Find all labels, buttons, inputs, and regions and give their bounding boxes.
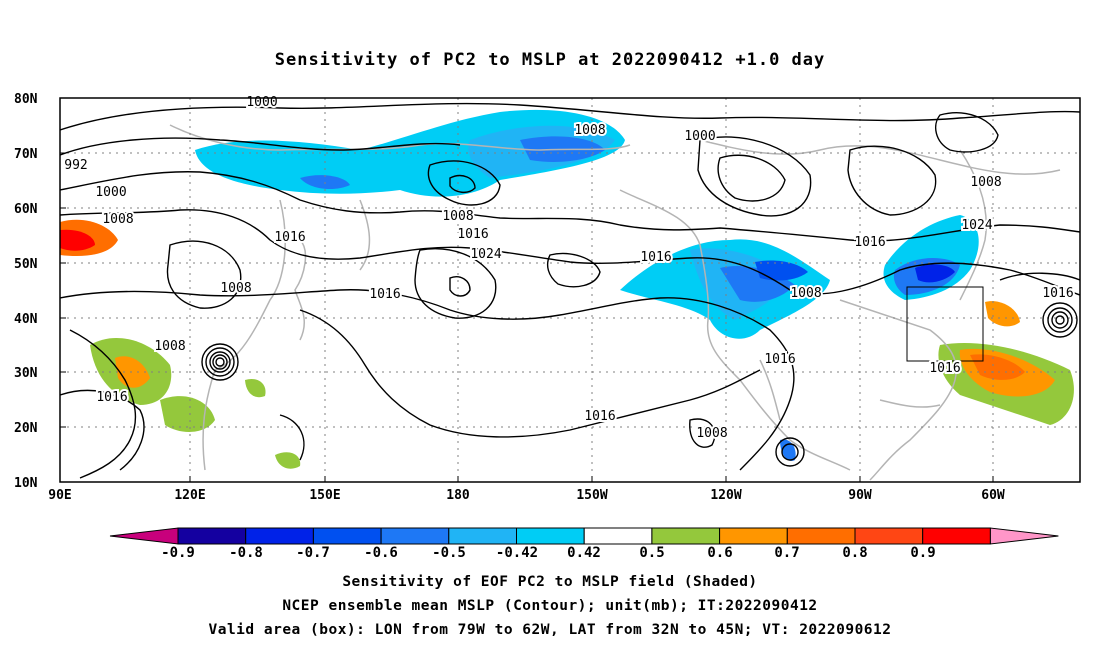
contour-label: 1016 bbox=[274, 230, 305, 245]
contour-label: 1008 bbox=[154, 339, 185, 354]
contour-label: 992 bbox=[64, 158, 87, 173]
contour-label: 1016 bbox=[764, 352, 795, 367]
lon-label: 180 bbox=[446, 488, 470, 503]
colorbar-tick-label: -0.9 bbox=[161, 545, 195, 561]
lon-label: 150W bbox=[576, 488, 607, 503]
lon-label: 90E bbox=[48, 488, 71, 503]
contour-label: 1016 bbox=[457, 227, 488, 242]
colorbar-swatch bbox=[786, 527, 856, 545]
coastlines bbox=[169, 124, 1061, 481]
colorbar-tick-label: 0.8 bbox=[842, 545, 867, 561]
contour-label: 1008 bbox=[442, 209, 473, 224]
contour-label: 1016 bbox=[369, 287, 400, 302]
contour-label: 1000 bbox=[95, 185, 126, 200]
lon-label: 120W bbox=[710, 488, 741, 503]
lat-label: 30N bbox=[14, 366, 38, 381]
contour-label: 1008 bbox=[102, 212, 133, 227]
colorbar-tick-label: -0.8 bbox=[229, 545, 263, 561]
lat-label: 10N bbox=[14, 476, 38, 491]
colorbar-tick-label: 0.6 bbox=[707, 545, 732, 561]
colorbar-swatch bbox=[448, 527, 517, 545]
contour-label: 1016 bbox=[96, 390, 127, 405]
colorbar-swatch bbox=[312, 527, 382, 545]
caption-line-2: NCEP ensemble mean MSLP (Contour); unit(… bbox=[282, 598, 818, 614]
map-title: Sensitivity of PC2 to MSLP at 2022090412… bbox=[274, 50, 826, 70]
lon-label: 60W bbox=[981, 488, 1005, 503]
latitude-labels: 80N 70N 60N 50N 40N 30N 20N 10N bbox=[14, 92, 38, 491]
colorbar-swatch bbox=[651, 527, 721, 545]
colorbar-tick-label: 0.9 bbox=[910, 545, 935, 561]
lat-label: 20N bbox=[14, 421, 38, 436]
lat-label: 70N bbox=[14, 147, 38, 162]
lat-label: 80N bbox=[14, 92, 38, 107]
contour-label: 1008 bbox=[790, 286, 821, 301]
caption-line-1: Sensitivity of EOF PC2 to MSLP field (Sh… bbox=[342, 574, 758, 590]
lon-label: 120E bbox=[174, 488, 205, 503]
contour-label: 1000 bbox=[684, 129, 715, 144]
contour-label: 1024 bbox=[961, 218, 992, 233]
colorbar-tick-label: -0.6 bbox=[364, 545, 398, 561]
colorbar-swatch bbox=[922, 527, 991, 545]
axis-ticks bbox=[60, 97, 994, 483]
contour-label: 1008 bbox=[574, 123, 605, 138]
caption-line-3: Valid area (box): LON from 79W to 62W, L… bbox=[208, 622, 892, 638]
colorbar-tick-label: -0.5 bbox=[432, 545, 466, 561]
contour-label: 1008 bbox=[696, 426, 727, 441]
colorbar-tick-label: 0.5 bbox=[639, 545, 664, 561]
valid-area-box bbox=[906, 286, 984, 362]
colorbar-swatch bbox=[583, 527, 653, 545]
colorbar-swatch bbox=[177, 527, 247, 545]
colorbar-labels: -0.9 -0.8 -0.7 -0.6 -0.5 -0.42 0.42 0.5 … bbox=[161, 545, 936, 561]
contour-label: 1016 bbox=[1042, 286, 1073, 301]
lon-label: 150E bbox=[309, 488, 340, 503]
contour-label: 1008 bbox=[970, 175, 1001, 190]
lon-label: 90W bbox=[848, 488, 872, 503]
lat-label: 40N bbox=[14, 312, 38, 327]
mslp-contours bbox=[60, 102, 1080, 479]
contour-label: 1016 bbox=[929, 361, 960, 376]
contour-label: 1016 bbox=[640, 250, 671, 265]
colorbar-swatch bbox=[719, 527, 788, 545]
colorbar-tick-label: 0.42 bbox=[567, 545, 601, 561]
colorbar-tick-label: -0.7 bbox=[296, 545, 330, 561]
colorbar-swatch bbox=[854, 527, 924, 545]
colorbar bbox=[109, 527, 1059, 545]
contour-label: 1024 bbox=[470, 247, 501, 262]
contour-label: 1016 bbox=[584, 409, 615, 424]
colorbar-tick-label: 0.7 bbox=[774, 545, 799, 561]
longitude-labels: 90E 120E 150E 180 150W 120W 90W 60W bbox=[48, 488, 1005, 503]
colorbar-swatch bbox=[245, 527, 314, 545]
colorbar-high-arrow bbox=[989, 527, 1059, 545]
lat-label: 60N bbox=[14, 202, 38, 217]
contour-label: 1016 bbox=[854, 235, 885, 250]
colorbar-swatch bbox=[516, 527, 585, 545]
sensitivity-shading bbox=[60, 109, 1074, 469]
colorbar-low-arrow bbox=[109, 527, 179, 545]
colorbar-tick-label: -0.42 bbox=[496, 545, 538, 561]
contour-label: 1008 bbox=[220, 281, 251, 296]
map-frame bbox=[59, 97, 1081, 483]
contour-labels: 1000 1000 992 1000 1008 1008 1008 1008 1… bbox=[62, 93, 1075, 443]
lat-label: 50N bbox=[14, 257, 38, 272]
colorbar-swatch bbox=[380, 527, 450, 545]
